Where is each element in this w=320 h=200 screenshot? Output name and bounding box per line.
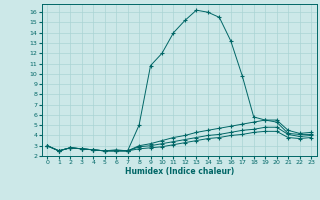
X-axis label: Humidex (Indice chaleur): Humidex (Indice chaleur): [124, 167, 234, 176]
